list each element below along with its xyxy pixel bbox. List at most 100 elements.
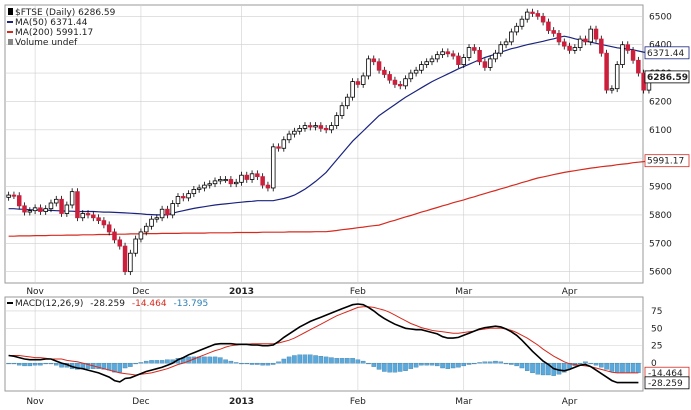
candlestick: [11, 191, 17, 200]
macd-histogram-bar: [218, 357, 223, 364]
candlestick: [59, 195, 64, 217]
macd-histogram-bar: [392, 362, 398, 373]
macd-histogram-bar: [472, 362, 477, 365]
macd-histogram-bar: [604, 362, 609, 370]
macd-legend-signal: -14.464: [132, 299, 167, 309]
macd-histogram-bar: [519, 362, 525, 369]
candlestick: [43, 205, 48, 215]
candlestick: [170, 200, 175, 219]
candle-body-up: [334, 115, 339, 126]
candle-body-up: [159, 208, 165, 219]
candle-body-down: [59, 198, 64, 214]
macd-x-tick-label: 2013: [229, 397, 254, 407]
macd-histogram-bar: [143, 360, 149, 364]
macd-value-tag-label: -28.259: [648, 379, 683, 389]
macd-histogram-bar: [6, 362, 11, 365]
candlestick: [435, 51, 440, 63]
candlestick: [265, 181, 271, 192]
candle-body-down: [85, 213, 91, 216]
candle-body-down: [562, 41, 567, 47]
macd-histogram-bar: [403, 362, 408, 371]
candle-body-down: [318, 125, 324, 129]
candlestick: [392, 76, 398, 88]
candlestick: [149, 215, 154, 230]
candlestick: [38, 204, 43, 215]
candlestick: [143, 222, 149, 236]
macd-histogram-bar: [122, 362, 128, 369]
price-y-tick-label: 6100: [649, 126, 672, 136]
candlestick: [382, 66, 387, 78]
macd-histogram-bar: [32, 362, 38, 366]
candlestick: [196, 184, 202, 193]
candlestick: [69, 188, 75, 209]
candle-body-down: [181, 196, 186, 199]
candlestick: [318, 122, 324, 132]
candlestick: [503, 38, 509, 49]
macd-line: [8, 303, 639, 384]
candlestick: [159, 205, 165, 222]
candle-body-up: [514, 25, 519, 33]
candlestick: [239, 171, 244, 186]
candlestick: [16, 192, 22, 210]
macd-histogram-bar: [38, 362, 43, 366]
candlestick: [620, 41, 625, 68]
candlestick: [556, 29, 562, 46]
candlestick: [461, 54, 466, 68]
macd-histogram-bar: [48, 362, 54, 365]
candle-body-up: [609, 88, 615, 91]
candle-body-down: [630, 49, 636, 61]
candle-body-down: [38, 207, 43, 212]
candlestick: [450, 50, 456, 60]
candle-body-up: [350, 81, 355, 98]
candlestick: [609, 85, 615, 94]
candle-body-up: [64, 204, 70, 214]
candlestick: [387, 71, 392, 84]
candlestick: [128, 249, 133, 276]
macd-histogram-bar: [376, 362, 382, 370]
candle-body-up: [233, 181, 239, 185]
candlestick: [228, 176, 234, 188]
macd-histogram-bar: [461, 362, 466, 367]
candle-body-up: [519, 18, 525, 27]
macd-x-tick-label: Nov: [26, 397, 44, 407]
macd-histogram-bar: [313, 355, 318, 364]
price-value-tag: [644, 46, 690, 60]
macd-histogram-bar: [281, 358, 287, 364]
candlestick: [577, 35, 583, 51]
macd-histogram-bar: [424, 362, 429, 366]
price-y-tick-label: 6200: [649, 97, 672, 107]
candle-body-down: [604, 52, 609, 91]
candle-body-up: [509, 31, 514, 43]
price-y-tick-label: 5900: [649, 183, 672, 193]
macd-histogram-bar: [133, 362, 138, 365]
candle-body-down: [101, 220, 107, 226]
macd-histogram-bar: [482, 361, 488, 364]
macd-histogram-bar: [228, 360, 234, 364]
price-x-ticks: Nov Dec 2013 Feb Mar Apr: [26, 287, 577, 297]
candlestick: [403, 75, 408, 90]
price-x-tick-label: Dec: [132, 287, 149, 297]
candle-body-up: [329, 125, 334, 131]
candlestick: [202, 181, 207, 192]
candlestick: [535, 10, 541, 20]
candlestick: [472, 44, 477, 54]
candlestick: [154, 214, 160, 223]
macd-histogram-bar: [255, 362, 260, 365]
macd-x-ticks: Nov Dec 2013 Feb Mar Apr: [26, 397, 577, 407]
candlestick: [583, 35, 588, 46]
candle-body-up: [170, 203, 175, 216]
price-x-tick-label: Feb: [350, 287, 366, 297]
candle-body-down: [593, 28, 599, 40]
candle-body-down: [472, 47, 477, 51]
macd-histogram-bar: [535, 362, 541, 375]
candle-body-down: [392, 79, 398, 85]
macd-histogram-bar: [450, 362, 456, 369]
candlestick: [80, 210, 85, 222]
candlestick: [614, 61, 620, 93]
macd-histogram-bar: [233, 362, 239, 364]
macd-histogram-bar: [562, 362, 567, 373]
candlestick: [191, 185, 197, 198]
macd-histogram-bar: [27, 362, 33, 367]
candle-body-up: [339, 105, 345, 117]
macd-histogram-bar: [117, 362, 123, 373]
